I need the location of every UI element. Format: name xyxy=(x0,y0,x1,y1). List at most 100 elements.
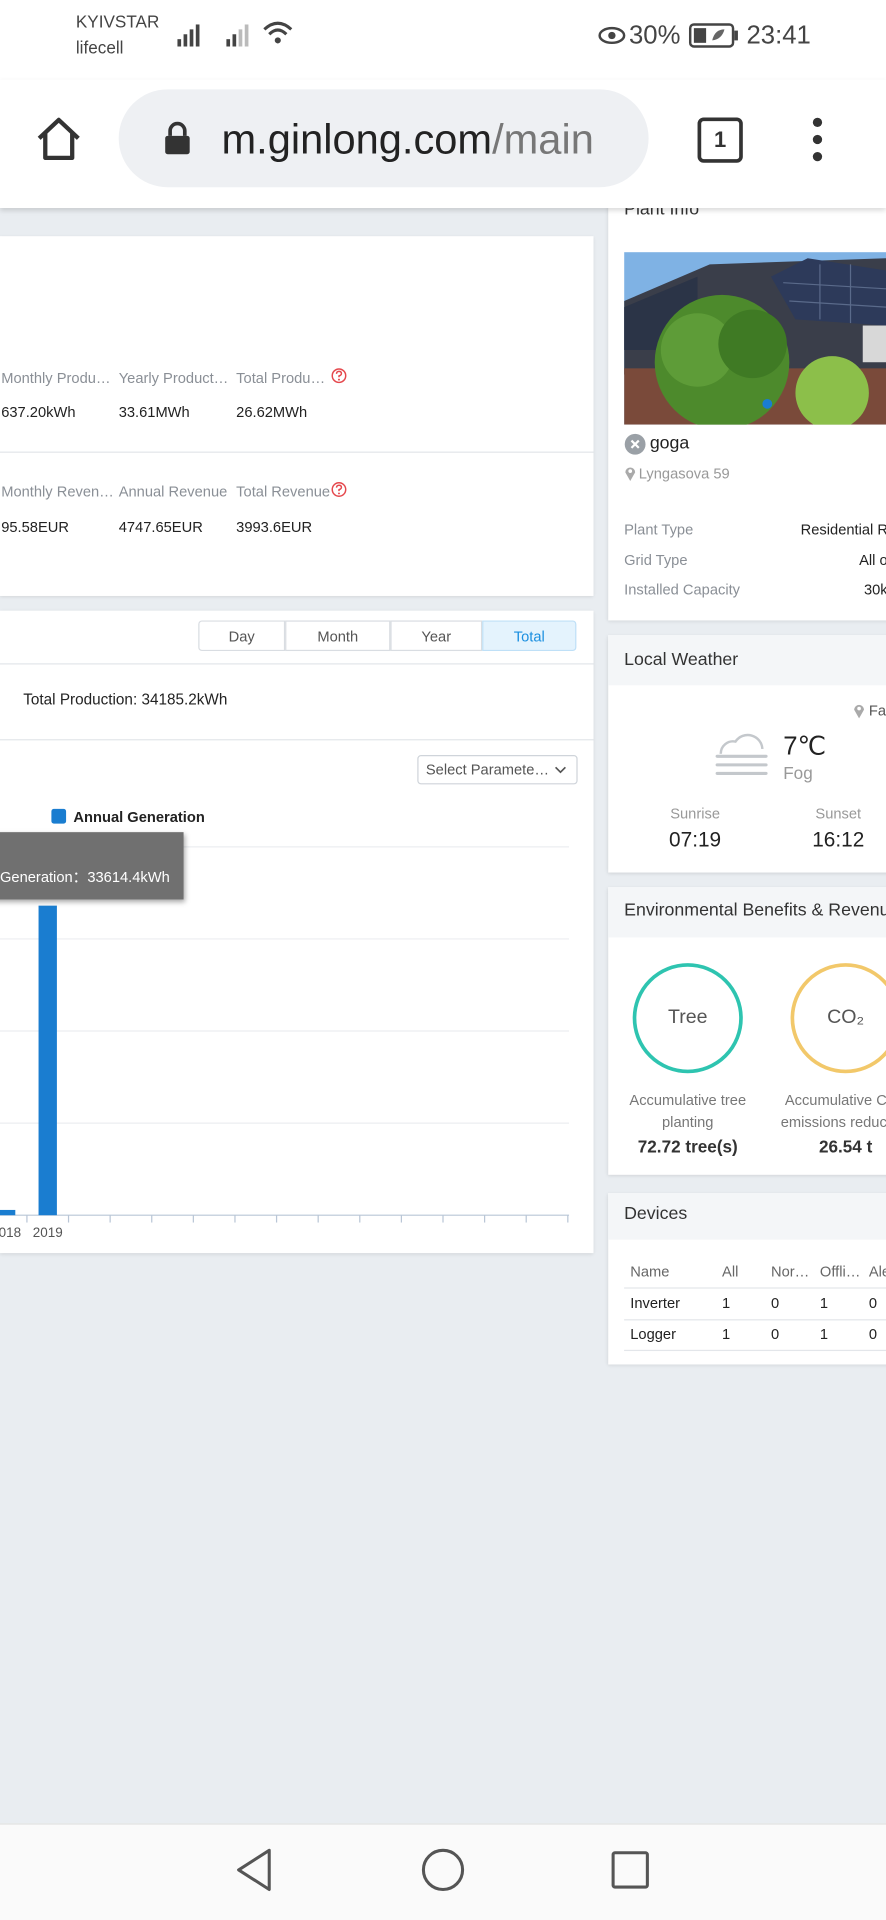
tooltip: Generation：33614.4kWh xyxy=(0,832,184,900)
card-title: Environmental Benefits & Revenue xyxy=(624,901,886,921)
stat-value: 4747.65EUR xyxy=(118,518,203,536)
home-nav-button[interactable] xyxy=(420,1847,467,1894)
table-cell: 1 xyxy=(819,1325,829,1343)
range-tab[interactable]: Year xyxy=(390,620,483,652)
row-line xyxy=(624,1349,886,1352)
legend-swatch xyxy=(51,808,67,824)
stat-label: Monthly Produ… xyxy=(1,369,111,387)
co2-value: 26.54 t xyxy=(818,1136,873,1156)
row-line xyxy=(624,1319,886,1321)
sunset: 16:12 xyxy=(812,828,865,852)
range-tab[interactable]: Day xyxy=(198,620,286,652)
stat-label: Annual Revenue xyxy=(118,483,228,501)
divider xyxy=(0,663,594,665)
card-header xyxy=(608,887,886,938)
total-production: Total Production: 34185.2kWh xyxy=(23,690,228,708)
range-tab[interactable]: Month xyxy=(285,620,391,652)
bar xyxy=(38,905,57,1216)
table-cell: Logger xyxy=(630,1325,676,1343)
table-cell: 0 xyxy=(770,1294,780,1312)
stat-label: Total Revenue xyxy=(236,483,331,501)
battery-icon xyxy=(688,23,738,48)
help-icon[interactable] xyxy=(330,367,347,384)
x-tick-label: 2018 xyxy=(0,1225,21,1240)
column-header: Ale xyxy=(868,1262,886,1281)
weather-location: Fa xyxy=(868,702,886,720)
generation-card xyxy=(0,610,594,1254)
signal-icons xyxy=(177,21,293,47)
plant-photo xyxy=(624,252,886,425)
info-value: All on Grid xyxy=(859,551,886,569)
eye-icon xyxy=(598,26,626,45)
tree-caption: Accumulative tree planting xyxy=(629,1091,747,1131)
stat-label: Monthly Reven… xyxy=(1,483,114,501)
info-value: 30kWp xyxy=(863,581,886,599)
sunrise-label: Sunrise xyxy=(670,804,720,823)
summary-card xyxy=(0,236,594,596)
tooltip-text: Generation：33614.4kWh xyxy=(0,868,170,886)
status-bar xyxy=(0,0,886,80)
column-header: All xyxy=(722,1262,739,1281)
url: m.ginlong.com/main xyxy=(222,116,626,166)
card-title: Local Weather xyxy=(624,650,739,670)
column-header: Offli… xyxy=(819,1262,861,1281)
nav-bar xyxy=(0,1823,886,1920)
stat-value: 95.58EUR xyxy=(1,518,69,536)
url-field[interactable]: m.ginlong.com/main xyxy=(118,89,649,188)
table-cell: 0 xyxy=(868,1294,878,1312)
info-label: Plant Type xyxy=(624,521,694,539)
row-line xyxy=(624,1287,886,1289)
stat-label: Yearly Product… xyxy=(118,369,229,387)
plant-address: Lyngasova 59 xyxy=(638,464,730,482)
menu-button[interactable] xyxy=(808,116,828,163)
back-button[interactable] xyxy=(233,1845,277,1894)
help-icon[interactable] xyxy=(330,481,347,498)
select-text: Select Paramete… xyxy=(425,760,550,779)
status-icon xyxy=(624,433,646,455)
table-cell: 1 xyxy=(722,1294,731,1312)
tree-badge: Tree xyxy=(632,963,743,1074)
stat-value: 3993.6EUR xyxy=(236,518,313,536)
recents-button[interactable] xyxy=(609,1849,651,1891)
info-label: Installed Capacity xyxy=(624,581,741,599)
plant-name: goga xyxy=(649,433,690,454)
stat-value: 637.20kWh xyxy=(1,403,76,421)
url-path: /main xyxy=(492,116,594,164)
column-header: Nor… xyxy=(770,1262,810,1281)
temperature: 7℃ xyxy=(783,732,827,761)
condition: Fog xyxy=(783,763,813,783)
info-value: Residential Rooftop xyxy=(800,521,886,539)
home-button[interactable] xyxy=(34,114,85,163)
table-cell: 0 xyxy=(770,1325,780,1343)
table-cell: 1 xyxy=(722,1325,731,1343)
divider xyxy=(0,739,594,741)
range-tab[interactable]: Total xyxy=(482,620,577,652)
url-host: m.ginlong.com xyxy=(221,116,493,164)
legend-label: Annual Generation xyxy=(73,808,205,826)
pin-icon xyxy=(625,467,636,481)
battery-level: 30% xyxy=(629,21,681,50)
stat-value: 26.62MWh xyxy=(236,403,308,421)
stat-value: 33.61MWh xyxy=(118,403,190,421)
carrier: KYIVSTAR xyxy=(75,11,160,32)
tab-count[interactable]: 1 xyxy=(697,117,743,163)
fog-icon xyxy=(715,733,768,775)
chevron xyxy=(554,766,566,774)
card-header xyxy=(608,1193,886,1240)
column-header: Name xyxy=(630,1262,670,1281)
x-tick-label: 2019 xyxy=(33,1225,63,1240)
co2-caption: Accumulative CO2 emissions reduction xyxy=(780,1091,886,1131)
parameter-select[interactable]: Select Paramete… xyxy=(417,755,578,785)
table-cell: 1 xyxy=(819,1294,829,1312)
divider xyxy=(0,451,594,453)
sunset-label: Sunset xyxy=(815,804,862,823)
carrier: lifecell xyxy=(75,37,124,58)
clock: 23:41 xyxy=(746,21,811,50)
card-title: Devices xyxy=(624,1204,688,1225)
tree-value: 72.72 tree(s) xyxy=(637,1136,738,1156)
info-label: Grid Type xyxy=(624,551,688,569)
lock-icon xyxy=(165,121,190,155)
